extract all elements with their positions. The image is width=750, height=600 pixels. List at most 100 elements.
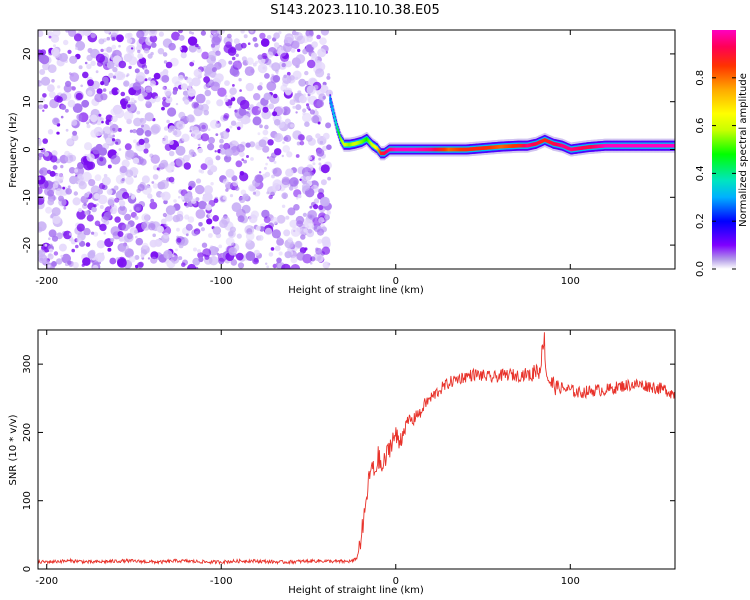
noise-speckle — [284, 39, 288, 43]
signal-ridge-cell — [627, 143, 629, 148]
noise-speckle — [55, 188, 63, 196]
noise-speckle — [317, 48, 327, 58]
noise-speckle — [233, 38, 240, 45]
signal-ridge-cell — [606, 143, 608, 148]
noise-speckle — [165, 213, 173, 222]
noise-speckle — [322, 145, 328, 151]
noise-speckle — [195, 184, 205, 195]
noise-speckle — [223, 142, 231, 151]
noise-speckle — [271, 62, 281, 72]
noise-speckle — [51, 47, 60, 57]
noise-speckle — [95, 70, 99, 74]
noise-speckle — [163, 249, 173, 260]
noise-speckle — [147, 193, 153, 199]
signal-ridge-cell — [534, 142, 536, 146]
noise-speckle — [71, 134, 79, 142]
noise-speckle — [229, 125, 233, 129]
signal-ridge-cell — [634, 143, 637, 148]
signal-ridge-cell — [343, 142, 345, 147]
signal-ridge-cell — [398, 147, 400, 152]
signal-ridge-cell — [487, 145, 489, 150]
noise-speckle — [276, 72, 279, 75]
signal-ridge-cell — [624, 143, 626, 148]
signal-ridge-cell — [394, 147, 396, 152]
noise-speckle — [60, 164, 64, 169]
noise-speckle — [144, 112, 154, 122]
signal-ridge-cell — [339, 137, 342, 141]
noise-speckle — [302, 108, 307, 113]
noise-speckle — [198, 122, 209, 132]
noise-speckle — [148, 223, 156, 231]
signal-ridge-cell — [630, 143, 632, 148]
noise-speckle — [276, 214, 286, 224]
signal-ridge-cell — [668, 143, 670, 148]
noise-speckle — [68, 232, 73, 236]
noise-speckle — [129, 129, 133, 133]
signal-ridge-cell — [466, 147, 468, 152]
signal-ridge-cell — [577, 146, 579, 151]
noise-speckle — [175, 248, 178, 252]
noise-speckle — [65, 188, 72, 195]
noise-speckle — [117, 127, 122, 132]
signal-ridge-cell — [356, 141, 358, 145]
noise-speckle — [125, 224, 131, 229]
noise-speckle — [48, 35, 52, 39]
noise-speckle — [232, 84, 235, 87]
noise-speckle — [38, 249, 46, 258]
signal-ridge-cell — [599, 144, 601, 148]
noise-speckle — [282, 42, 293, 53]
noise-speckle — [229, 87, 237, 95]
signal-ridge-cell — [632, 143, 634, 148]
signal-ridge-cell — [437, 147, 440, 152]
noise-speckle — [115, 141, 119, 145]
noise-speckle — [253, 249, 260, 256]
noise-speckle — [285, 215, 290, 220]
noise-speckle — [183, 193, 193, 202]
signal-ridge-cell — [357, 141, 359, 145]
noise-speckle — [75, 47, 78, 50]
noise-speckle — [156, 167, 160, 171]
noise-speckle — [306, 85, 316, 95]
noise-speckle — [108, 72, 114, 79]
signal-ridge-cell — [420, 147, 422, 152]
signal-ridge-cell — [438, 147, 440, 152]
noise-speckle — [189, 61, 195, 67]
signal-ridge-cell — [401, 147, 404, 152]
noise-speckle — [178, 140, 182, 144]
noise-speckle — [164, 223, 168, 227]
noise-speckle — [200, 30, 206, 36]
signal-ridge-cell — [521, 143, 523, 148]
noise-speckle — [78, 181, 87, 190]
noise-speckle — [276, 238, 284, 246]
noise-speckle — [94, 93, 104, 103]
x-tick-label: 0 — [393, 576, 399, 587]
noise-speckle — [195, 197, 200, 202]
noise-speckle — [162, 96, 167, 101]
noise-speckle — [58, 243, 67, 252]
noise-speckle — [73, 33, 83, 42]
noise-speckle — [229, 142, 233, 146]
noise-speckle — [184, 99, 190, 105]
signal-ridge-cell — [462, 147, 464, 152]
signal-ridge-cell — [548, 140, 550, 144]
noise-speckle — [160, 159, 169, 168]
signal-ridge-cell — [525, 143, 528, 148]
noise-speckle — [262, 129, 269, 136]
noise-speckle — [136, 30, 145, 39]
noise-speckle — [122, 191, 130, 200]
signal-ridge-cell — [601, 144, 604, 148]
signal-ridge-cell — [550, 140, 552, 145]
snr-frame — [37, 329, 676, 570]
snr-series-line — [38, 332, 675, 566]
noise-speckle — [75, 244, 79, 249]
signal-ridge-cell — [348, 142, 351, 147]
signal-ridge-cell — [650, 143, 653, 148]
noise-speckle — [320, 179, 327, 186]
signal-ridge-cell — [431, 147, 433, 152]
signal-ridge-cell — [345, 142, 347, 147]
signal-ridge-cell — [486, 146, 488, 150]
noise-speckle — [127, 52, 134, 59]
noise-speckle — [209, 119, 220, 129]
signal-ridge-cell — [421, 147, 424, 152]
signal-ridge-cell — [497, 145, 500, 149]
